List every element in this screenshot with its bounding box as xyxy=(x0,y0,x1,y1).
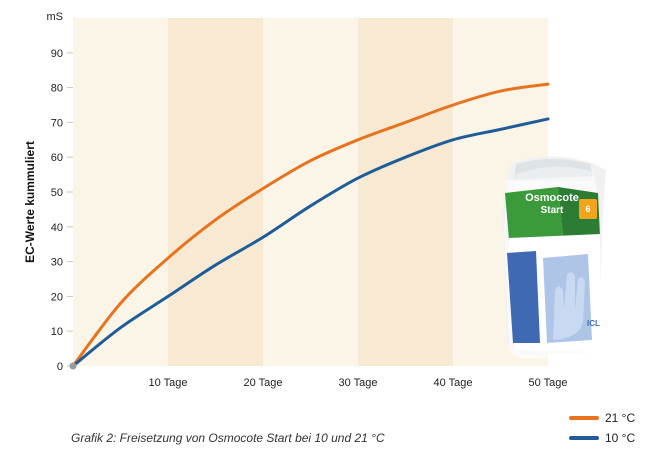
legend-label-10c: 10 °C xyxy=(605,431,636,445)
y-tick-label: 0 xyxy=(57,361,63,373)
product-maker-logo: ICL xyxy=(587,319,600,328)
background-band xyxy=(168,18,263,366)
legend-label-21c: 21 °C xyxy=(605,411,636,425)
y-tick-label: 90 xyxy=(51,48,63,60)
x-tick-label: 10 Tage xyxy=(149,377,188,389)
y-tick-label: 30 xyxy=(51,257,63,269)
origin-point xyxy=(69,362,77,370)
x-tick-label: 30 Tage xyxy=(339,377,378,389)
x-tick-label: 20 Tage xyxy=(244,377,283,389)
background-band xyxy=(358,18,453,366)
background-band xyxy=(263,18,358,366)
y-axis: 0 10 20 30 40 50 60 70 80 90 xyxy=(51,48,73,373)
legend-item-10c: 10 °C xyxy=(569,428,635,448)
y-tick-label: 10 xyxy=(51,326,63,338)
legend: 21 °C 10 °C xyxy=(569,408,635,448)
x-axis: 10 Tage 20 Tage 30 Tage 40 Tage 50 Tage xyxy=(149,377,568,389)
series-points xyxy=(69,84,549,370)
product-title: Osmocote Start xyxy=(525,192,579,216)
y-unit-label: mS xyxy=(47,11,64,23)
product-brand: Osmocote xyxy=(525,192,579,204)
x-tick-label: 50 Tage xyxy=(529,377,568,389)
legend-swatch-10c xyxy=(569,436,599,440)
y-tick-label: 60 xyxy=(51,152,63,164)
background-band xyxy=(73,18,168,366)
y-tick-label: 40 xyxy=(51,222,63,234)
y-tick-label: 20 xyxy=(51,291,63,303)
chart-caption: Grafik 2: Freisetzung von Osmocote Start… xyxy=(71,431,385,445)
product-bag-image: 6 ICL xyxy=(503,156,606,360)
y-axis-title: EC-Werte kummuliert xyxy=(23,141,37,263)
y-tick-label: 50 xyxy=(51,187,63,199)
legend-item-21c: 21 °C xyxy=(569,408,635,428)
y-tick-label: 70 xyxy=(51,117,63,129)
x-tick-label: 40 Tage xyxy=(434,377,473,389)
product-badge: 6 xyxy=(585,204,590,214)
legend-swatch-21c xyxy=(569,416,599,420)
product-name: Start xyxy=(541,205,564,216)
background-bands xyxy=(73,18,548,366)
y-tick-label: 80 xyxy=(51,83,63,95)
